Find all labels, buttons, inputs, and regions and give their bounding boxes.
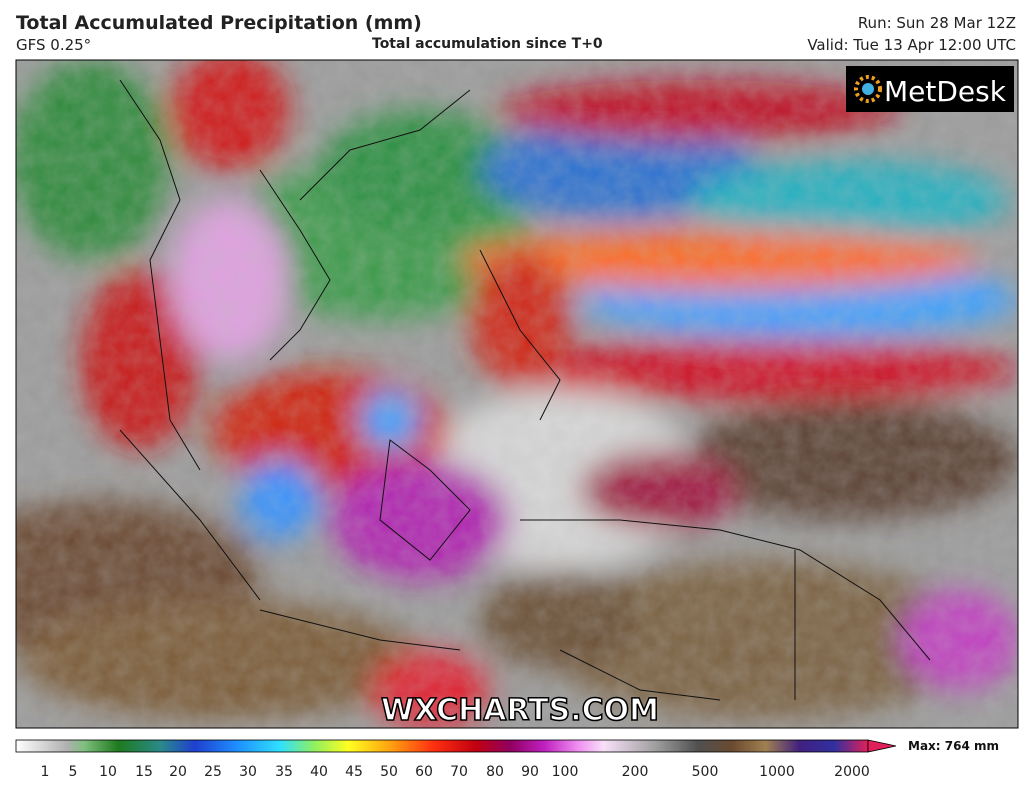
colorbar-label: 90 xyxy=(521,764,539,780)
colorbar-label: 500 xyxy=(692,764,719,780)
colorbar-label: 60 xyxy=(415,764,433,780)
colorbar-labels: 1 5 10 15 20 25 30 35 40 45 50 60 70 80 90 100 200 500 100… xyxy=(41,764,870,780)
logo-icon xyxy=(854,75,882,103)
colorbar-label: 40 xyxy=(310,764,328,780)
valid: Valid: Tue 13 Apr 12:00 UTC xyxy=(807,36,1016,54)
title: Total Accumulated Precipitation (mm) xyxy=(16,12,422,34)
colorbar-label: 200 xyxy=(622,764,649,780)
colorbar-label: 45 xyxy=(345,764,363,780)
colorbar xyxy=(15,739,869,753)
precip-field xyxy=(16,60,1018,728)
subtitle: Total accumulation since T+0 xyxy=(372,36,603,52)
colorbar-label: 100 xyxy=(552,764,579,780)
colorbar-label: 35 xyxy=(275,764,293,780)
colorbar-label: 5 xyxy=(69,764,78,780)
colorbar-label: 10 xyxy=(99,764,117,780)
colorbar-label: 25 xyxy=(204,764,222,780)
colorbar-label: 50 xyxy=(380,764,398,780)
coastlines xyxy=(119,79,931,701)
colorbar-label: 70 xyxy=(450,764,468,780)
colorbar-label: 80 xyxy=(486,764,504,780)
colorbar-label: 15 xyxy=(135,764,153,780)
colorbar-label: 20 xyxy=(169,764,187,780)
run: Run: Sun 28 Mar 12Z xyxy=(857,14,1016,32)
logo-text: MetDesk xyxy=(884,75,1007,108)
colorbar-label: 2000 xyxy=(834,764,870,780)
watermark: WXCHARTS.COM xyxy=(381,693,659,728)
model: GFS 0.25° xyxy=(16,36,92,54)
colorbar-label: 1000 xyxy=(759,764,795,780)
max-label: Max: 764 mm xyxy=(908,739,999,753)
colorbar-arrow xyxy=(867,739,897,753)
colorbar-label: 1 xyxy=(41,764,50,780)
colorbar-label: 30 xyxy=(239,764,257,780)
